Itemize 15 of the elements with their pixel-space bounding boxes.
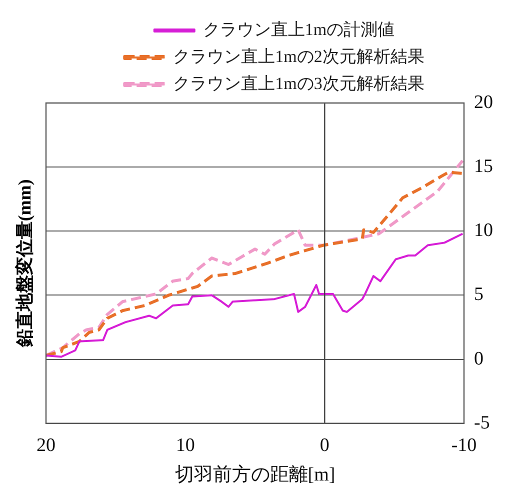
x-axis-title: 切羽前方の距離[m] bbox=[174, 464, 336, 486]
legend-label: クラウン直上1mの3次元解析結果 bbox=[173, 74, 424, 93]
y-tick-label: 20 bbox=[474, 92, 493, 113]
x-tick-label: 10 bbox=[176, 434, 195, 456]
y-tick-label: 0 bbox=[474, 348, 484, 370]
y-tick-label: 10 bbox=[474, 220, 493, 242]
y-tick-label: -5 bbox=[474, 412, 490, 434]
x-tick-label: -10 bbox=[451, 434, 477, 456]
y-axis-title: 鉛直地盤変位量(mm) bbox=[14, 179, 35, 348]
x-tick-label: 0 bbox=[320, 434, 330, 456]
y-tick-label: 15 bbox=[474, 156, 493, 178]
legend-label: クラウン直上1mの2次元解析結果 bbox=[173, 46, 424, 66]
x-tick-label: 20 bbox=[36, 434, 56, 456]
y-tick-label: 5 bbox=[474, 284, 484, 306]
legend-label: クラウン直上1mの計測値 bbox=[202, 20, 395, 39]
